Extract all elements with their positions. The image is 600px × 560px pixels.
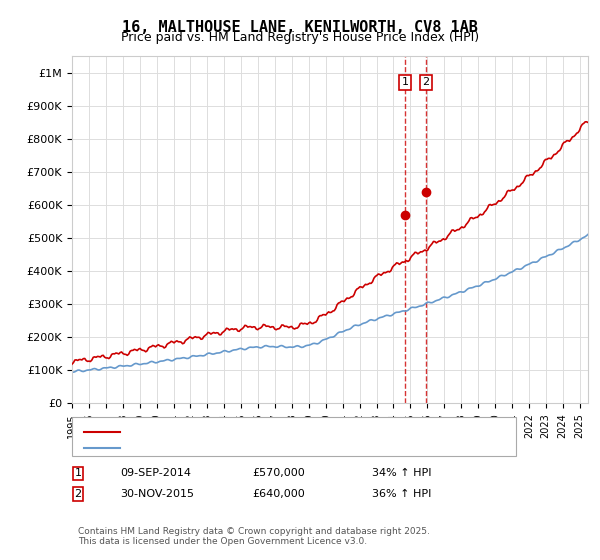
Text: 1: 1 [74, 468, 82, 478]
Text: Price paid vs. HM Land Registry's House Price Index (HPI): Price paid vs. HM Land Registry's House … [121, 31, 479, 44]
Text: Contains HM Land Registry data © Crown copyright and database right 2025.
This d: Contains HM Land Registry data © Crown c… [78, 526, 430, 546]
Text: 1: 1 [401, 77, 409, 87]
Text: 34% ↑ HPI: 34% ↑ HPI [372, 468, 431, 478]
Text: 16, MALTHOUSE LANE, KENILWORTH, CV8 1AB: 16, MALTHOUSE LANE, KENILWORTH, CV8 1AB [122, 20, 478, 35]
Text: 16, MALTHOUSE LANE, KENILWORTH, CV8 1AB (detached house): 16, MALTHOUSE LANE, KENILWORTH, CV8 1AB … [126, 427, 461, 437]
Text: 30-NOV-2015: 30-NOV-2015 [120, 489, 194, 499]
Text: 36% ↑ HPI: 36% ↑ HPI [372, 489, 431, 499]
Text: 09-SEP-2014: 09-SEP-2014 [120, 468, 191, 478]
Text: £640,000: £640,000 [252, 489, 305, 499]
Text: HPI: Average price, detached house, Warwick: HPI: Average price, detached house, Warw… [126, 443, 362, 453]
Text: £570,000: £570,000 [252, 468, 305, 478]
Text: 2: 2 [74, 489, 82, 499]
Text: 2: 2 [422, 77, 430, 87]
